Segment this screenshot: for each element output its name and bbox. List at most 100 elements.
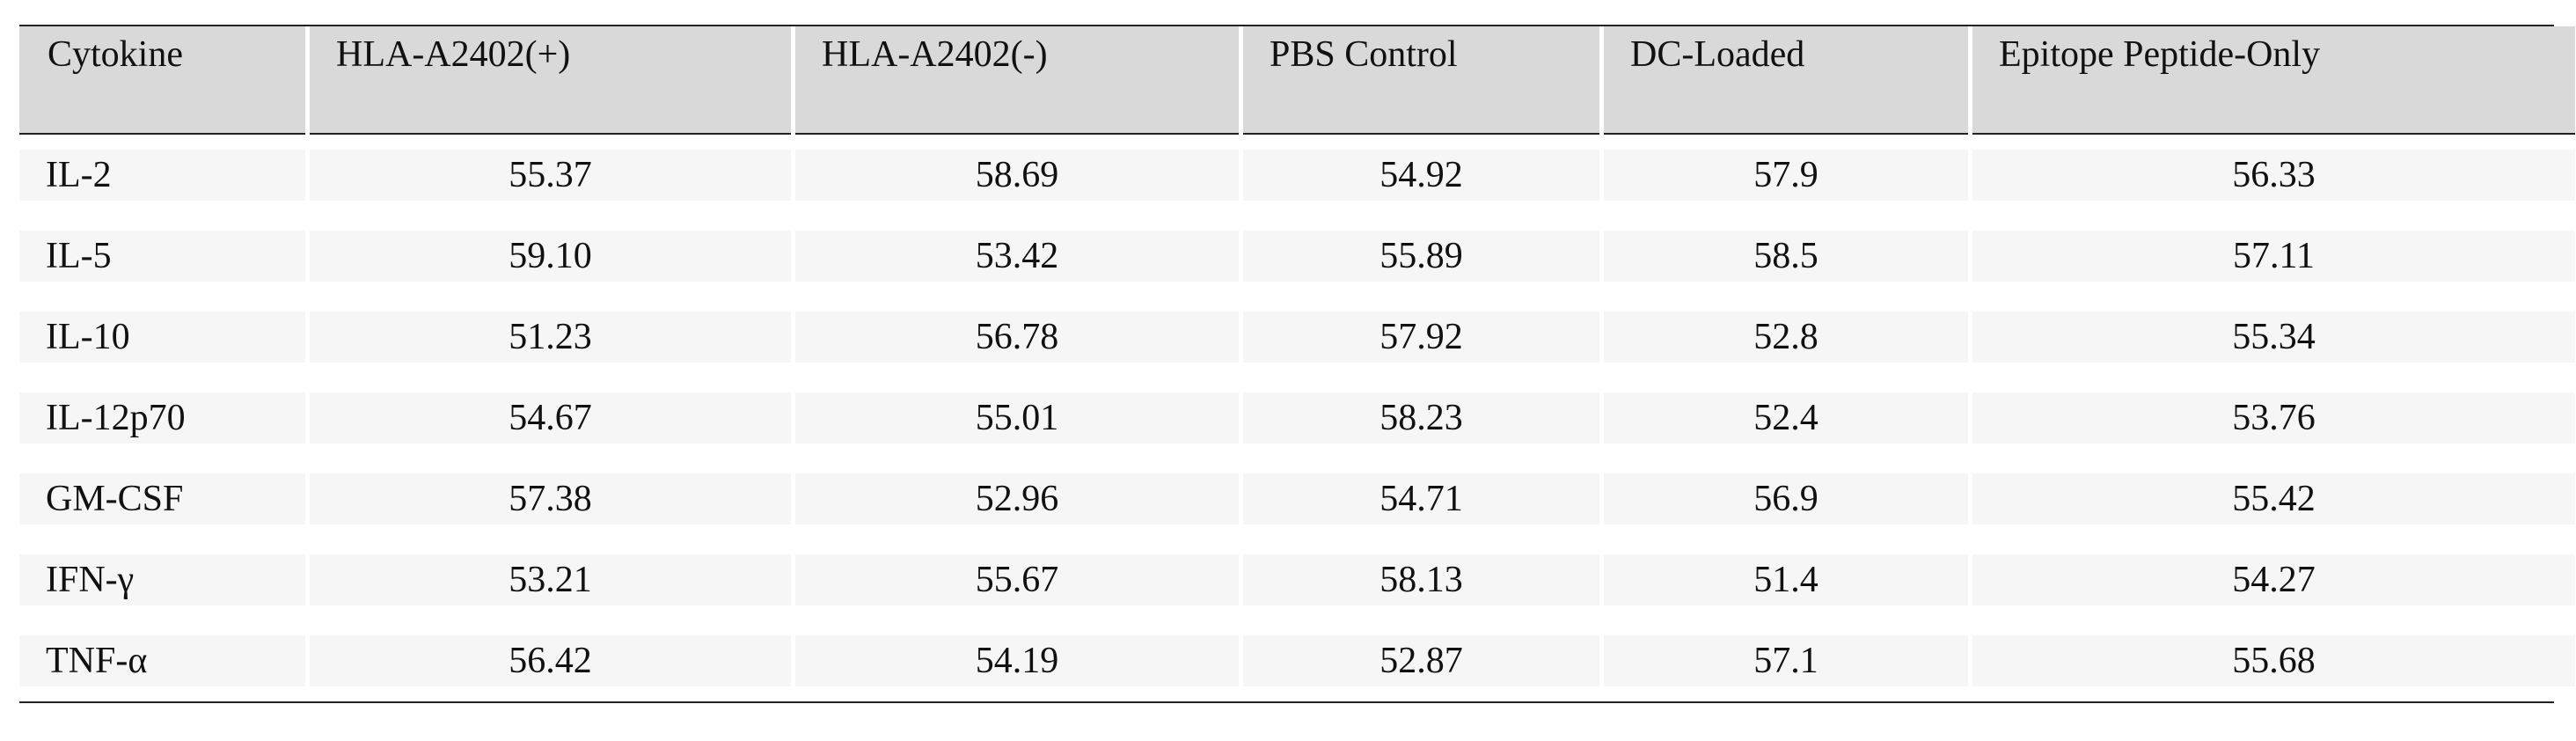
cell-value: 55.01 [795, 393, 1239, 444]
row-label: IL-12p70 [19, 393, 305, 444]
table-cell: 54.19 [795, 620, 1239, 701]
table-cell: IL-10 [19, 297, 305, 378]
table-cell: 51.23 [310, 297, 791, 378]
table-cell: 58.69 [795, 135, 1239, 216]
column-header: HLA-A2402(+) [310, 26, 791, 135]
table-cell: 52.8 [1604, 297, 1968, 378]
cell-value: 55.37 [310, 150, 791, 201]
column-header: PBS Control [1243, 26, 1599, 135]
table-container: Cytokine HLA-A2402(+) HLA-A2402(-) PBS Cont… [19, 25, 2575, 703]
cell-value: 54.92 [1243, 150, 1599, 201]
cell-value: 57.1 [1604, 635, 1968, 686]
table-cell: IFN-γ [19, 539, 305, 620]
row-label: GM-CSF [19, 473, 305, 525]
cell-value: 58.13 [1243, 554, 1599, 605]
table-cell: 53.76 [1972, 378, 2575, 459]
table-cell: 55.89 [1243, 216, 1599, 297]
table-cell: 57.11 [1972, 216, 2575, 297]
cell-value: 54.19 [795, 635, 1239, 686]
cell-value: 51.23 [310, 312, 791, 363]
cell-value: 58.69 [795, 150, 1239, 201]
table-cell: 52.96 [795, 459, 1239, 539]
table-cell: IL-12p70 [19, 378, 305, 459]
cell-value: 55.89 [1243, 231, 1599, 282]
header-row: Cytokine HLA-A2402(+) HLA-A2402(-) PBS Cont… [19, 26, 2575, 135]
table-cell: 55.34 [1972, 297, 2575, 378]
cell-value: 52.8 [1604, 312, 1968, 363]
cell-value: 54.27 [1972, 554, 2575, 605]
cell-value: 58.5 [1604, 231, 1968, 282]
cell-value: 57.92 [1243, 312, 1599, 363]
table-cell: 52.4 [1604, 378, 1968, 459]
table-cell: 57.38 [310, 459, 791, 539]
table-cell: 54.67 [310, 378, 791, 459]
table-row: IL-12p70 54.67 55.01 58.23 52.4 53.76 [19, 378, 2575, 459]
table-cell: 59.10 [310, 216, 791, 297]
cell-value: 56.78 [795, 312, 1239, 363]
table-cell: 58.5 [1604, 216, 1968, 297]
cell-value: 53.42 [795, 231, 1239, 282]
table-cell: 57.1 [1604, 620, 1968, 701]
table-cell: 53.42 [795, 216, 1239, 297]
cell-value: 57.38 [310, 473, 791, 525]
cell-value: 52.96 [795, 473, 1239, 525]
table-cell: 53.21 [310, 539, 791, 620]
table-cell: TNF-α [19, 620, 305, 701]
column-header: Cytokine [19, 26, 305, 135]
cell-value: 54.67 [310, 393, 791, 444]
table-cell: 54.27 [1972, 539, 2575, 620]
column-header: Epitope Peptide-Only [1972, 26, 2575, 135]
row-label: IL-2 [19, 150, 305, 201]
row-label: IFN-γ [19, 554, 305, 605]
table-cell: 56.78 [795, 297, 1239, 378]
table-cell: IL-5 [19, 216, 305, 297]
table-body: IL-2 55.37 58.69 54.92 57.9 56.33 IL-5 59.10 53.… [19, 135, 2575, 701]
table-cell: IL-2 [19, 135, 305, 216]
cell-value: 56.33 [1972, 150, 2575, 201]
cell-value: 55.68 [1972, 635, 2575, 686]
data-table: Cytokine HLA-A2402(+) HLA-A2402(-) PBS Cont… [15, 26, 2576, 701]
cell-value: 53.76 [1972, 393, 2575, 444]
cell-value: 54.71 [1243, 473, 1599, 525]
cell-value: 55.34 [1972, 312, 2575, 363]
table-cell: 58.13 [1243, 539, 1599, 620]
table-cell: 57.92 [1243, 297, 1599, 378]
row-label: IL-5 [19, 231, 305, 282]
table-cell: 56.9 [1604, 459, 1968, 539]
table-cell: 55.01 [795, 378, 1239, 459]
cell-value: 52.87 [1243, 635, 1599, 686]
cell-value: 59.10 [310, 231, 791, 282]
table-row: GM-CSF 57.38 52.96 54.71 56.9 55.42 [19, 459, 2575, 539]
table-cell: 58.23 [1243, 378, 1599, 459]
cell-value: 55.67 [795, 554, 1239, 605]
cell-value: 56.42 [310, 635, 791, 686]
column-header: HLA-A2402(-) [795, 26, 1239, 135]
table-cell: GM-CSF [19, 459, 305, 539]
table-cell: 57.9 [1604, 135, 1968, 216]
cell-value: 58.23 [1243, 393, 1599, 444]
cell-value: 53.21 [310, 554, 791, 605]
table-cell: 56.33 [1972, 135, 2575, 216]
table-row: IL-10 51.23 56.78 57.92 52.8 55.34 [19, 297, 2575, 378]
column-header: DC-Loaded [1604, 26, 1968, 135]
cell-value: 56.9 [1604, 473, 1968, 525]
cell-value: 57.9 [1604, 150, 1968, 201]
table-cell: 55.68 [1972, 620, 2575, 701]
table-cell: 51.4 [1604, 539, 1968, 620]
cell-value: 55.42 [1972, 473, 2575, 525]
table-row: IL-2 55.37 58.69 54.92 57.9 56.33 [19, 135, 2575, 216]
cell-value: 51.4 [1604, 554, 1968, 605]
table-cell: 52.87 [1243, 620, 1599, 701]
table-row: IL-5 59.10 53.42 55.89 58.5 57.11 [19, 216, 2575, 297]
table-cell: 54.92 [1243, 135, 1599, 216]
row-label: TNF-α [19, 635, 305, 686]
table-row: IFN-γ 53.21 55.67 58.13 51.4 54.27 [19, 539, 2575, 620]
table-cell: 56.42 [310, 620, 791, 701]
cell-value: 57.11 [1972, 231, 2575, 282]
row-label: IL-10 [19, 312, 305, 363]
cell-value: 52.4 [1604, 393, 1968, 444]
table-cell: 55.67 [795, 539, 1239, 620]
table-row: TNF-α 56.42 54.19 52.87 57.1 55.68 [19, 620, 2575, 701]
table-cell: 54.71 [1243, 459, 1599, 539]
